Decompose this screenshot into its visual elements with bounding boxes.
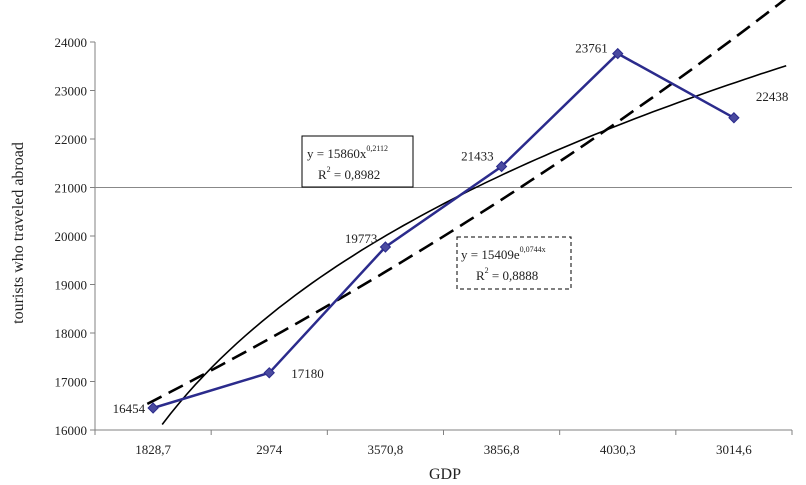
data-label: 17180: [291, 366, 324, 381]
y-tick-label: 18000: [55, 326, 88, 341]
x-tick-label: 3014,6: [716, 442, 752, 457]
data-point-marker: [147, 402, 159, 414]
exponential-equation-box: y = 15409e0,0744x R2 = 0,8888: [456, 236, 572, 290]
exponential-equation-exponent: 0,0744x: [520, 245, 546, 254]
data-label: 21433: [461, 148, 494, 163]
data-point-marker: [263, 367, 275, 379]
data-label: 23761: [575, 41, 608, 56]
data-point-marker: [379, 241, 392, 253]
exponential-equation-border: [456, 236, 572, 290]
power-equation: y = 15860x0,2112: [307, 144, 388, 161]
x-tick-label: 3856,8: [484, 442, 520, 457]
y-tick-label: 24000: [55, 35, 88, 50]
power-equation-exponent: 0,2112: [366, 144, 388, 153]
y-tick-label: 19000: [55, 278, 88, 293]
equation-boxes: y = 15860x0,2112 R2 = 0,8982 y = 15409e0…: [301, 135, 572, 290]
x-tick-label: 2974: [256, 442, 283, 457]
y-axis-title: tourists who traveled abroad: [10, 142, 27, 324]
exponential-trendline: [146, 0, 787, 406]
data-label: 19773: [345, 231, 378, 246]
y-tick-label: 17000: [55, 375, 88, 390]
power-trendline: [161, 64, 787, 425]
y-tick-label: 22000: [55, 132, 88, 147]
power-r-squared: R2 = 0,8982: [318, 165, 380, 182]
axes: 16000 17000 18000 19000 20000 21000 22000 23000…: [55, 35, 793, 457]
x-tick-label: 4030,3: [600, 442, 636, 457]
y-tick-label: 20000: [55, 229, 88, 244]
y-tick-label: 16000: [55, 423, 88, 438]
trendlines: [146, 0, 787, 425]
data-point-marker: [495, 160, 508, 173]
data-label: 16454: [113, 401, 146, 416]
x-tick-label: 1828,7: [135, 442, 171, 457]
series-line: [152, 52, 735, 410]
x-tick-label: 3570,8: [368, 442, 404, 457]
power-equation-box: y = 15860x0,2112 R2 = 0,8982: [301, 135, 414, 188]
y-tick-label: 21000: [55, 181, 88, 196]
data-point-marker: [612, 47, 624, 60]
exponential-equation: y = 15409e0,0744x: [461, 245, 546, 262]
exponential-r-squared: R2 = 0,8888: [476, 266, 538, 283]
data-point-marker: [728, 112, 740, 124]
x-axis-title: GDP: [429, 466, 461, 483]
data-labels: 16454 17180 19773 21433 23761 22438: [113, 41, 789, 416]
y-tick-label: 23000: [55, 84, 88, 99]
power-equation-border: [301, 135, 414, 188]
series: [147, 47, 740, 414]
data-label: 22438: [756, 89, 789, 104]
